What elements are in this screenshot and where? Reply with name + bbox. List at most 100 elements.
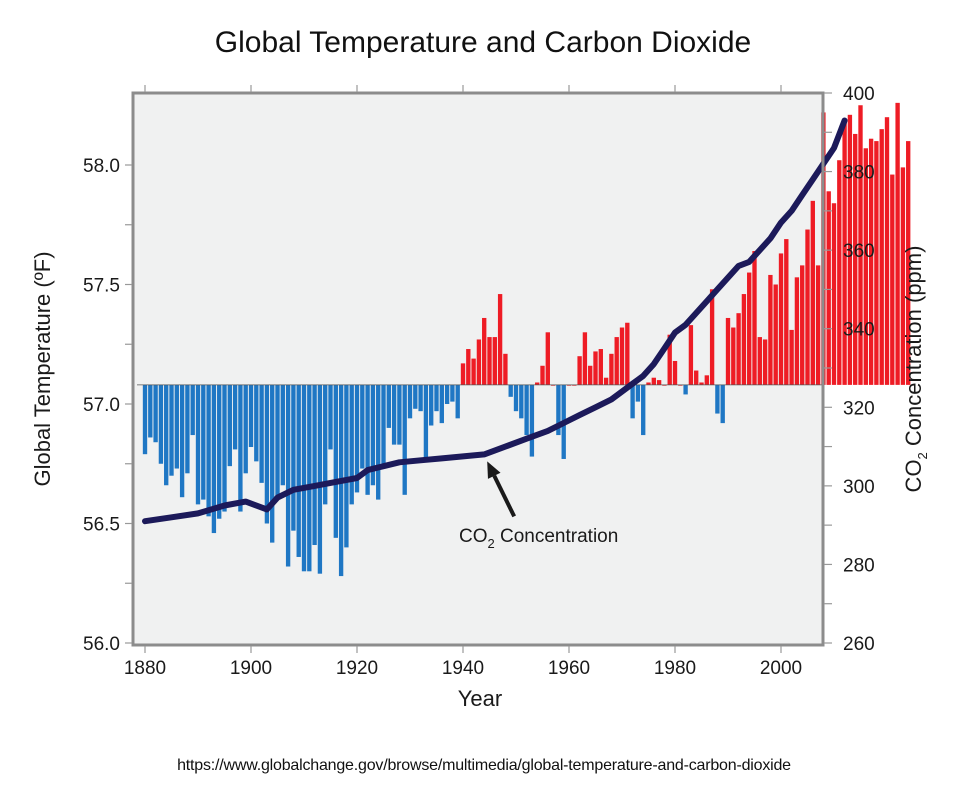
x-tick-label-1940: 1940 [442,658,484,679]
temperature-bars [142,102,911,577]
temperature-bar-2015 [858,105,863,385]
y2-label-rest: Concentration (ppm) [901,246,926,453]
temperature-bar-2012 [842,121,847,385]
temperature-bar-1939 [455,384,460,419]
y-tick-label-56: 56.0 [83,634,120,655]
temperature-bar-2000 [778,253,784,385]
temperature-bar-1999 [773,284,778,385]
temperature-bar-1965 [593,351,598,385]
temperature-bar-2004 [800,265,805,385]
temperature-bar-2022 [895,102,900,385]
temperature-bar-2011 [837,160,842,385]
temperature-bar-2002 [789,329,794,385]
temperature-bar-1921 [360,384,365,469]
temperature-bar-1930 [407,384,413,419]
chart-title: Global Temperature and Carbon Dioxide [215,26,751,59]
temperature-bar-1927 [391,384,397,445]
y2-tick-label-340: 340 [843,320,875,341]
temperature-bar-1964 [588,365,593,385]
temperature-bar-1899 [243,384,248,474]
temperature-bar-2020 [884,117,890,385]
temperature-bar-1984 [694,370,699,385]
source-url: https://www.globalchange.gov/browse/mult… [177,757,791,774]
temperature-bar-1973 [635,384,641,402]
x-tick-label-1880: 1880 [124,658,166,679]
y-tick-label-57.5: 57.5 [83,276,120,297]
temperature-bar-1900 [248,384,254,448]
temperature-bar-1880 [142,384,148,455]
temperature-bar-1893 [211,384,217,534]
temperature-bar-2024 [906,141,911,385]
temperature-bar-2021 [890,174,895,385]
temperature-bar-1913 [317,384,323,574]
temperature-bar-1989 [720,384,725,424]
co2-line [142,117,848,525]
temperature-bar-1937 [444,384,450,404]
temperature-bar-1920 [354,384,360,493]
y-axis-left: 56.0 56.5 57.0 57.5 58.0 [83,156,132,655]
annotation-co: CO [459,526,488,547]
temperature-bar-1905 [275,384,280,498]
temperature-bar-1985 [699,382,704,385]
temperature-bar-1911 [307,384,312,572]
temperature-bar-2006 [810,200,815,385]
y-tick-label-57: 57.0 [83,395,120,416]
temperature-bar-1889 [190,384,195,436]
temperature-bar-1993 [741,294,747,385]
temperature-bar-2009 [826,191,831,385]
temperature-bar-2010 [831,203,837,385]
temperature-bar-1890 [195,384,201,505]
temperature-bar-1924 [376,384,381,500]
annotation-text: CO2 Concentration [459,526,618,551]
temperature-bar-1992 [736,313,741,385]
plot-frame [131,91,825,647]
temperature-bar-1963 [582,332,588,385]
temperature-bar-1968 [609,353,614,385]
temperature-bar-2019 [879,129,884,385]
y2-tick-label-320: 320 [843,398,875,419]
temperature-bar-1944 [482,317,487,385]
temperature-bar-1938 [450,384,455,402]
temperature-bar-1928 [397,384,402,445]
temperature-bar-1892 [206,384,211,517]
temperature-bar-1941 [466,349,471,385]
temperature-bar-1919 [349,384,354,505]
annotation-rest: Concentration [495,526,619,547]
temperature-bar-1931 [413,384,418,409]
temperature-bar-1946 [492,337,497,385]
temperature-bar-1902 [259,384,264,483]
temperature-bar-1910 [301,384,307,572]
co2-annotation: CO2 Concentration [459,461,618,551]
temperature-bar-1977 [656,380,662,385]
temperature-bar-1955 [540,365,545,385]
temperature-bar-1975 [646,382,651,385]
temperature-bar-1987 [709,289,715,385]
temperature-bar-2007 [815,265,821,385]
temperature-bar-1882 [153,384,158,443]
temperature-bar-1907 [285,384,291,567]
temperature-bar-1998 [768,274,773,385]
x-tick-label-1920: 1920 [336,658,378,679]
temperature-bar-2016 [863,148,868,385]
temperature-bar-1906 [280,384,285,486]
annotation-subscript: 2 [488,536,495,551]
temperature-bar-1914 [323,384,328,505]
temperature-bar-1950 [513,384,519,412]
temperature-bar-1958 [556,384,561,436]
temperature-bar-1896 [227,384,232,467]
y-tick-label-58: 58.0 [83,156,120,177]
x-tick-label-1960: 1960 [548,658,590,679]
temperature-bar-1952 [524,384,529,436]
temperature-bar-1929 [402,384,407,495]
temperature-bar-1884 [164,384,169,486]
temperature-bar-1894 [217,384,222,519]
temperature-bar-1903 [264,384,270,524]
temperature-bar-1942 [471,358,476,385]
annotation-arrow-line [492,474,516,518]
temperature-bar-1967 [603,377,609,385]
temperature-bar-1933 [423,384,429,459]
y-axis-label: Global Temperature (ºF) [30,251,55,486]
temperature-bar-1983 [688,325,694,385]
temperature-bar-1904 [270,384,275,543]
